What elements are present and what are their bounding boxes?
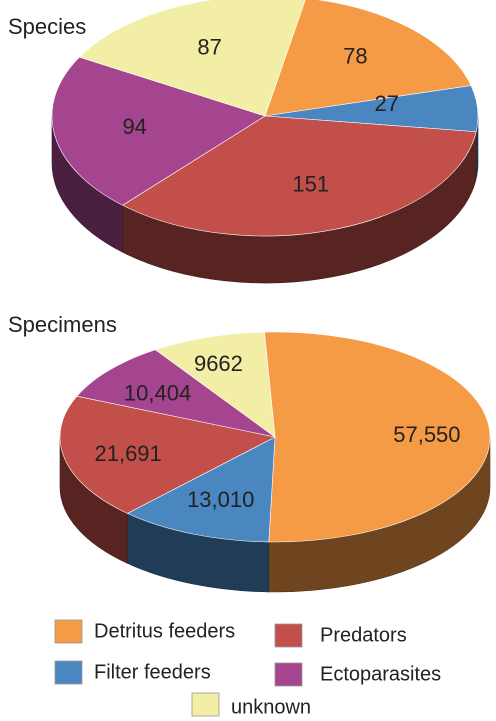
specimens-value-label-filter-feeders: 13,010 [187,487,254,512]
legend: Detritus feeders Predators Filter feeder… [54,619,441,718]
legend-swatch-predators [274,623,303,648]
legend-item-filter-feeders: Filter feeders [54,660,211,685]
legend-label-unknown: unknown [231,696,311,718]
species-value-label-predators: 151 [292,172,329,197]
legend-item-unknown: unknown [191,692,311,718]
legend-label-detritus-feeders: Detritus feeders [94,620,235,642]
specimens-slice-ectoparasites [76,349,276,438]
legend-label-predators: Predators [320,624,407,646]
specimens-value-label-ectoparasites: 10,404 [124,381,191,406]
species-pie-chart: 78 27 151 94 87 [51,0,479,284]
legend-swatch-filter-feeders [54,660,83,685]
species-value-label-filter-feeders: 27 [375,91,399,116]
specimens-slice-filter-feeders [126,436,276,543]
specimens-value-label-unknown: 9662 [194,351,243,376]
species-slice-detritus-feeders [264,0,472,117]
species-value-label-detritus-feeders: 78 [343,44,367,69]
legend-swatch-ectoparasites [274,662,303,687]
legend-label-filter-feeders: Filter feeders [94,661,211,683]
species-slice-ectoparasites [51,56,266,206]
specimens-slice-predators [59,395,276,514]
species-value-label-ectoparasites: 94 [122,114,146,139]
legend-swatch-detritus-feeders [54,619,83,644]
legend-item-detritus-feeders: Detritus feeders [54,619,235,644]
species-slice-unknown [78,0,306,117]
legend-item-predators: Predators [274,623,407,648]
specimens-value-label-detritus-feeders: 57,550 [393,422,460,447]
species-chart-title: Species [8,14,86,39]
species-slice-predators [122,115,477,237]
specimens-value-label-predators: 21,691 [94,441,161,466]
legend-swatch-unknown [191,692,220,717]
specimens-slice-unknown [154,331,276,438]
legend-label-ectoparasites: Ectoparasites [320,663,441,685]
specimens-chart-title: Specimens [8,312,117,337]
legend-item-ectoparasites: Ectoparasites [274,662,441,687]
specimens-slice-detritus-feeders [264,331,491,543]
species-value-label-unknown: 87 [197,34,221,59]
